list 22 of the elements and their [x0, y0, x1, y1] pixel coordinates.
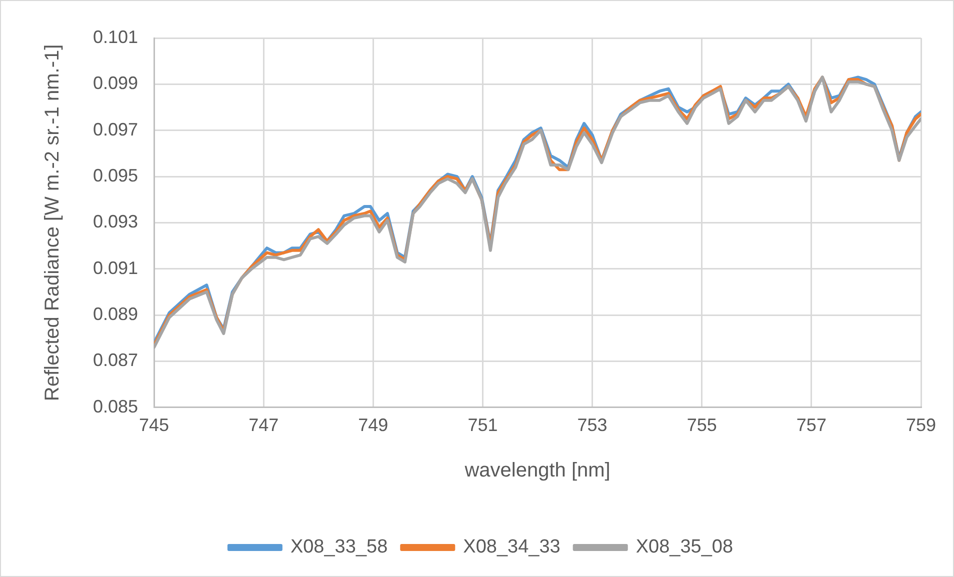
- y-tick-label: 0.101: [92, 26, 138, 47]
- y-tick-label: 0.093: [92, 212, 138, 232]
- x-tick-label: 757: [796, 415, 826, 436]
- x-tick-label: 753: [577, 415, 608, 436]
- x-axis-title: wavelength [nm]: [464, 460, 610, 482]
- x-tick-label: 747: [248, 415, 279, 436]
- y-axis-title: Reflected Radiance [W m.-2 sr.-1 nm.-1]: [42, 44, 64, 402]
- legend-label: X08_33_58: [290, 536, 388, 558]
- y-tick-label: 0.095: [92, 165, 138, 186]
- y-tick-label: 0.087: [92, 350, 138, 370]
- x-tick-label: 759: [906, 415, 936, 436]
- legend-label: X08_34_33: [463, 536, 560, 558]
- y-tick-label: 0.099: [92, 73, 138, 94]
- x-tick-label: 745: [139, 415, 170, 436]
- x-tick-label: 751: [468, 415, 498, 436]
- y-tick-label: 0.089: [92, 304, 138, 324]
- y-tick-label: 0.085: [92, 396, 138, 416]
- x-tick-label: 755: [686, 415, 717, 436]
- x-tick-label: 749: [358, 415, 388, 436]
- legend-label: X08_35_08: [636, 536, 734, 558]
- y-tick-label: 0.091: [92, 258, 138, 278]
- y-tick-label: 0.097: [92, 119, 138, 140]
